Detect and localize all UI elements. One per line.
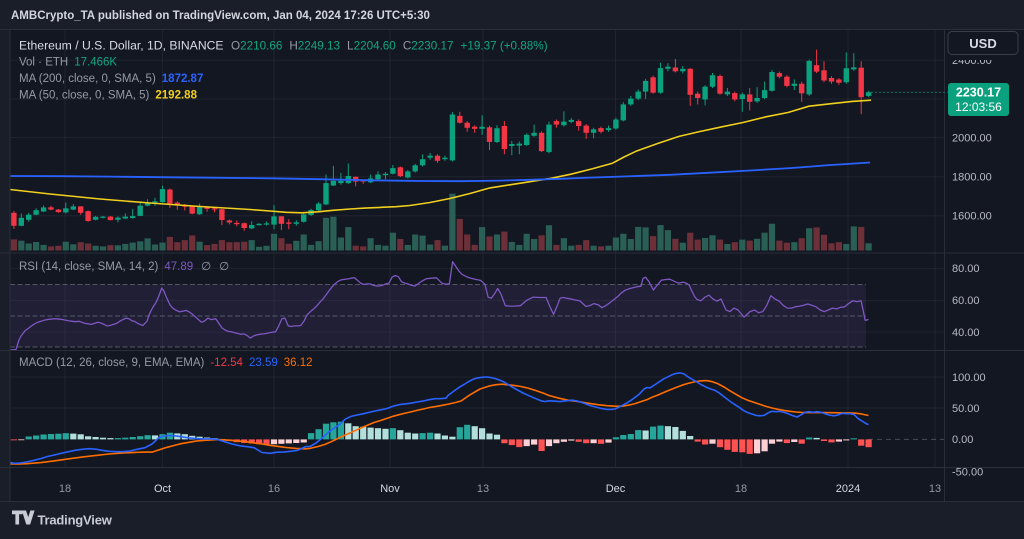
svg-text:100.00: 100.00 bbox=[952, 372, 986, 384]
svg-text:2230.17: 2230.17 bbox=[956, 86, 1001, 100]
svg-text:AMBCrypto_TA published on Trad: AMBCrypto_TA published on TradingView.co… bbox=[11, 10, 430, 22]
svg-text:Oct: Oct bbox=[154, 483, 171, 495]
svg-text:16: 16 bbox=[268, 483, 280, 495]
svg-text:Ethereum / U.S. Dollar, 1D, BI: Ethereum / U.S. Dollar, 1D, BINANCE bbox=[19, 39, 224, 53]
svg-text:MACD (12, 26, close, 9, EMA, E: MACD (12, 26, close, 9, EMA, EMA) -12.54 2… bbox=[19, 357, 313, 369]
svg-text:2024: 2024 bbox=[836, 483, 860, 495]
svg-text:18: 18 bbox=[735, 483, 747, 495]
svg-text:2000.00: 2000.00 bbox=[952, 132, 992, 144]
svg-text:80.00: 80.00 bbox=[952, 263, 980, 275]
svg-text:13: 13 bbox=[929, 483, 941, 495]
svg-text:Nov: Nov bbox=[380, 483, 400, 495]
svg-text:MA (50, close, 0, SMA, 5)2192.: MA (50, close, 0, SMA, 5) 2192.88 bbox=[19, 90, 198, 102]
svg-text:60.00: 60.00 bbox=[952, 295, 980, 307]
svg-text:-50.00: -50.00 bbox=[952, 466, 983, 478]
svg-text:RSI (14, close, SMA, 14, 2)47.: RSI (14, close, SMA, 14, 2) 47.89 ∅ ∅ bbox=[19, 261, 229, 273]
svg-text:1600.00: 1600.00 bbox=[952, 211, 992, 223]
svg-text:USD: USD bbox=[969, 36, 996, 51]
svg-text:0.00: 0.00 bbox=[952, 434, 973, 446]
svg-text:50.00: 50.00 bbox=[952, 403, 980, 415]
svg-text:Dec: Dec bbox=[606, 483, 626, 495]
svg-text:13: 13 bbox=[477, 483, 489, 495]
svg-text:MA (200, close, 0, SMA, 5)1872: MA (200, close, 0, SMA, 5) 1872.87 bbox=[19, 73, 203, 85]
svg-text:1800.00: 1800.00 bbox=[952, 172, 992, 184]
svg-text:40.00: 40.00 bbox=[952, 327, 980, 339]
svg-text:12:03:56: 12:03:56 bbox=[955, 100, 1002, 114]
svg-text:18: 18 bbox=[59, 483, 71, 495]
svg-text:TradingView: TradingView bbox=[38, 513, 113, 528]
